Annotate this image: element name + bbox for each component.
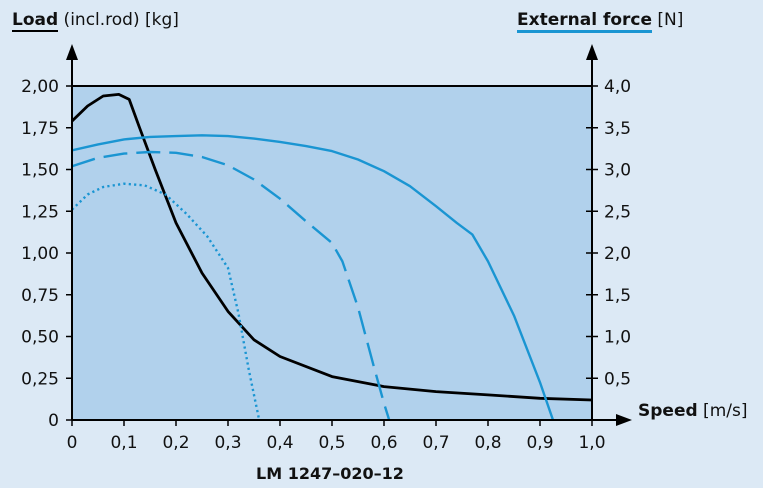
y-right-tick-label: 3,0 xyxy=(604,161,631,181)
y-left-tick-label: 1,50 xyxy=(21,161,59,181)
y-left-tick-label: 0 xyxy=(48,411,59,431)
y-left-tick-label: 1,00 xyxy=(21,244,59,264)
left-axis-title-bold: Load xyxy=(12,10,59,32)
right-axis-title: External force [N] xyxy=(517,10,684,33)
y-right-tick-label: 1,5 xyxy=(604,286,631,306)
series-line-solid-right-1 xyxy=(72,134,555,420)
left-axis-arrow xyxy=(66,44,78,60)
y-right-tick-label: 2,5 xyxy=(604,202,631,222)
x-tick-label: 0 xyxy=(67,433,78,453)
x-tick-label: 0,6 xyxy=(370,433,397,453)
series-line-solid-left-0 xyxy=(72,93,592,402)
y-left-tick-label: 2,00 xyxy=(21,77,59,97)
right-axis-title-bold: External force xyxy=(517,10,653,33)
y-right-tick-label: 3,5 xyxy=(604,119,631,139)
y-right-tick-label: 0,5 xyxy=(604,369,631,389)
y-left-tick-label: 0,75 xyxy=(21,286,59,306)
y-right-tick-label: 1,0 xyxy=(604,328,631,348)
x-tick-label: 1,0 xyxy=(578,433,605,453)
chart-caption: LM 1247–020–12 xyxy=(256,464,404,483)
series-line-dashed-right-2 xyxy=(72,150,391,420)
x-tick-label: 0,1 xyxy=(110,433,137,453)
plot-area xyxy=(72,86,592,420)
x-tick-label: 0,3 xyxy=(214,433,241,453)
y-left-tick-label: 0,25 xyxy=(21,369,59,389)
x-tick-label: 0,9 xyxy=(526,433,553,453)
y-right-tick-label: 4,0 xyxy=(604,77,631,97)
y-left-tick-label: 0,50 xyxy=(21,328,59,348)
x-axis-title: Speed [m/s] xyxy=(638,401,747,421)
left-axis-title-unit: (incl.rod) [kg] xyxy=(58,10,179,30)
y-right-tick-label: 2,0 xyxy=(604,244,631,264)
left-axis-title: Load (incl.rod) [kg] xyxy=(12,10,179,32)
x-tick-label: 0,4 xyxy=(266,433,293,453)
x-tick-label: 0,2 xyxy=(162,433,189,453)
y-left-tick-label: 1,25 xyxy=(21,202,59,222)
x-tick-label: 0,8 xyxy=(474,433,501,453)
right-axis-arrow xyxy=(586,44,598,60)
x-tick-label: 0,7 xyxy=(422,433,449,453)
right-axis-title-unit: [N] xyxy=(652,10,684,30)
x-tick-label: 0,5 xyxy=(318,433,345,453)
x-axis-title-bold: Speed xyxy=(638,401,698,421)
x-axis-arrow xyxy=(616,414,632,426)
y-left-tick-label: 1,75 xyxy=(21,119,59,139)
x-axis-title-unit: [m/s] xyxy=(697,401,748,421)
